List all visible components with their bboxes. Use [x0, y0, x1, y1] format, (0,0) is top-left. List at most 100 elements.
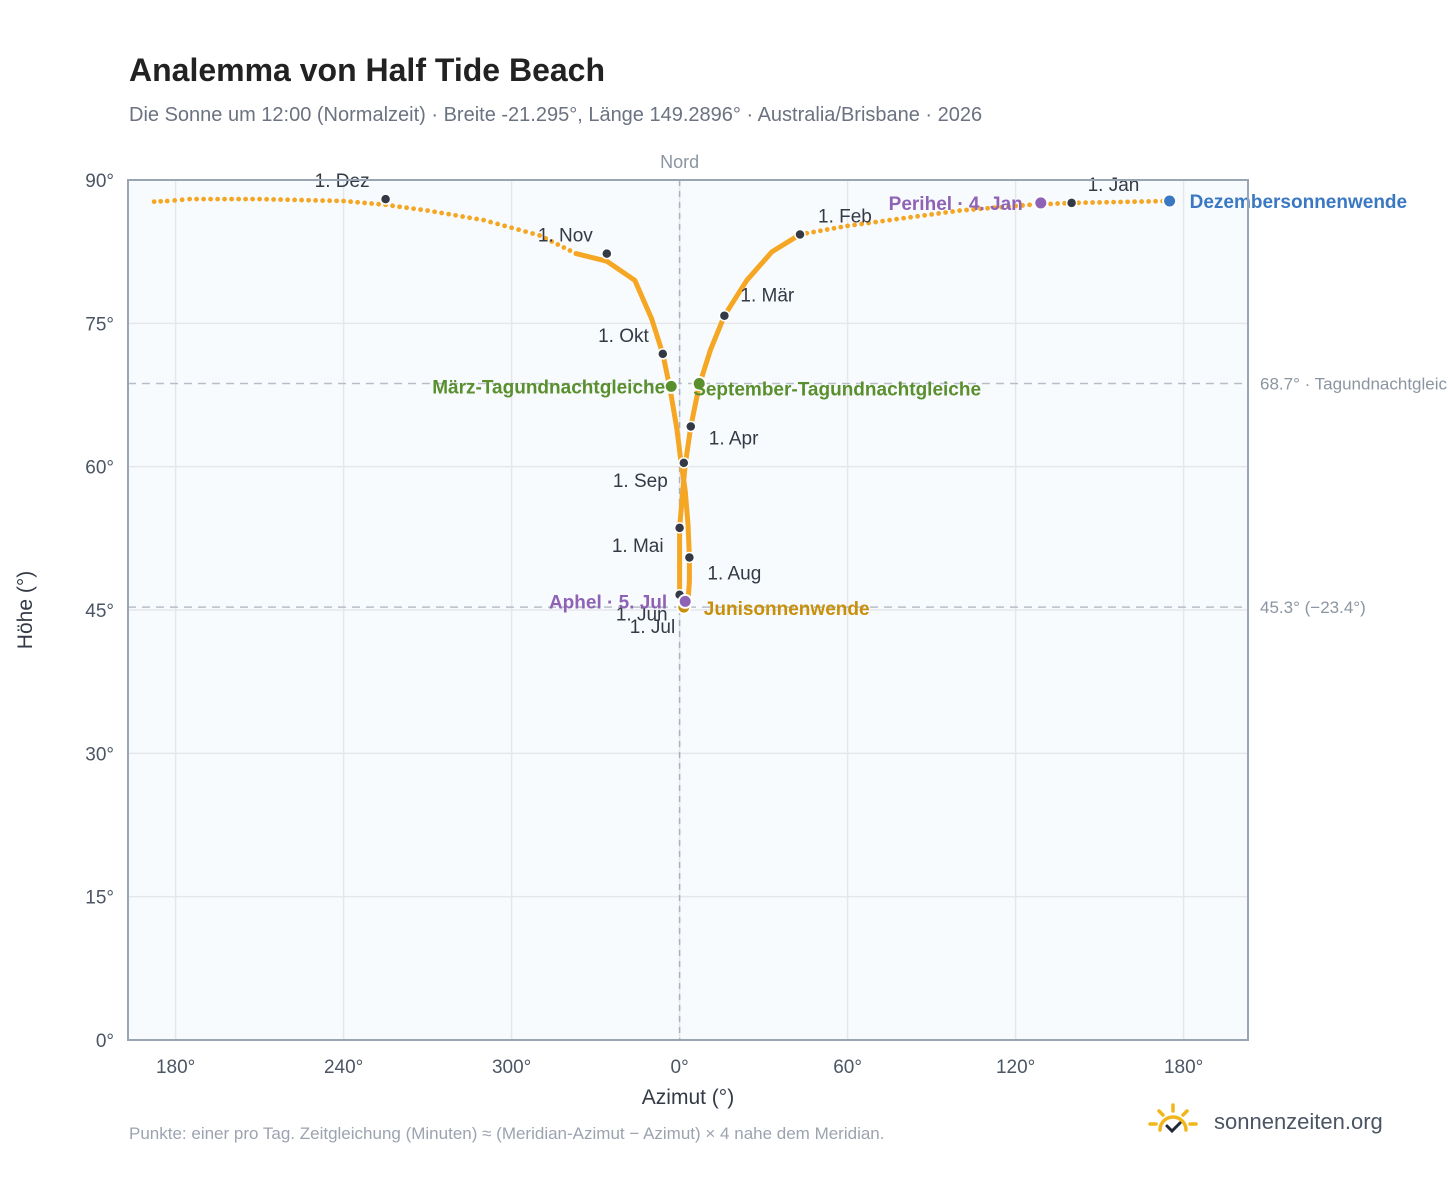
- day-point: [1118, 199, 1123, 205]
- day-point: [355, 199, 360, 205]
- day-point: [1027, 202, 1032, 208]
- day-point: [908, 214, 913, 220]
- day-point: [229, 196, 235, 202]
- day-point: [992, 205, 997, 211]
- day-point: [425, 208, 430, 213]
- event-label: März-Tagundnachtgleiche: [432, 377, 665, 398]
- brand[interactable]: sonnenzeiten.org: [1146, 1102, 1383, 1142]
- day-point: [873, 219, 878, 225]
- month-marker: [601, 247, 613, 260]
- day-point: [172, 197, 178, 203]
- month-marker: [718, 309, 731, 322]
- day-point: [467, 215, 472, 221]
- month-marker: [1065, 197, 1078, 209]
- event-label: Dezembersonnenwende: [1190, 192, 1408, 213]
- x-tick-label: 0°: [671, 1057, 689, 1078]
- day-point: [1006, 204, 1011, 209]
- day-point: [369, 201, 374, 206]
- event-marker: [663, 378, 679, 394]
- day-point: [1013, 203, 1018, 209]
- day-point: [929, 212, 934, 217]
- day-point: [264, 196, 269, 202]
- day-point: [320, 198, 325, 203]
- month-label: 1. Jan: [1088, 175, 1140, 196]
- day-point: [922, 212, 927, 218]
- day-point: [158, 198, 164, 204]
- month-marker: [678, 457, 690, 469]
- day-point: [950, 209, 955, 214]
- day-point: [179, 197, 185, 203]
- day-point: [543, 236, 549, 241]
- month-marker: [794, 228, 806, 241]
- day-point: [411, 206, 416, 212]
- y-tick-label: 45°: [85, 601, 114, 622]
- y-tick-label: 60°: [85, 458, 114, 479]
- day-point: [880, 218, 885, 224]
- y-tick-label: 15°: [85, 888, 114, 909]
- month-marker: [685, 420, 697, 433]
- month-label: 1. Apr: [709, 429, 759, 450]
- day-point: [292, 197, 297, 203]
- event-label: Perihel · 4. Jan: [889, 194, 1023, 215]
- day-point: [432, 209, 437, 215]
- day-point: [943, 210, 948, 215]
- day-point: [208, 196, 214, 202]
- chart-title: Analemma von Half Tide Beach: [129, 52, 605, 88]
- month-label: 1. Jul: [630, 617, 675, 638]
- x-tick-label: 300°: [492, 1057, 531, 1078]
- day-point: [397, 204, 402, 210]
- day-point: [567, 248, 573, 253]
- day-point: [780, 242, 786, 248]
- day-point: [901, 215, 906, 221]
- day-point: [243, 196, 249, 202]
- day-point: [257, 196, 262, 202]
- day-point: [1090, 200, 1095, 205]
- day-point: [786, 238, 792, 244]
- event-marker: [1033, 195, 1049, 211]
- day-point: [985, 205, 990, 211]
- x-tick-label: 180°: [1164, 1057, 1203, 1078]
- month-label: 1. Mär: [740, 286, 795, 307]
- event-label: Aphel · 5. Jul: [549, 592, 667, 613]
- day-point: [894, 216, 899, 222]
- month-label: 1. Jun: [616, 605, 668, 626]
- event-label: September-Tagundnachtgleiche: [693, 380, 981, 401]
- y-tick-label: 75°: [85, 314, 114, 335]
- day-point: [936, 211, 941, 216]
- day-point: [887, 217, 892, 223]
- day-point: [1104, 199, 1109, 205]
- month-marker: [379, 193, 392, 205]
- day-point: [818, 228, 823, 234]
- day-point: [164, 198, 170, 204]
- day-point: [537, 233, 542, 238]
- day-point: [811, 229, 816, 235]
- month-label: 1. Sep: [613, 471, 668, 492]
- day-point: [1097, 199, 1102, 205]
- month-marker: [673, 522, 686, 534]
- day-point: [978, 206, 983, 212]
- day-point: [824, 227, 830, 232]
- event-marker: [1162, 193, 1178, 209]
- day-point: [488, 219, 493, 225]
- day-point: [509, 225, 514, 231]
- x-tick-label: 180°: [156, 1057, 195, 1078]
- y-tick-label: 30°: [85, 744, 114, 765]
- y-tick-label: 0°: [96, 1031, 114, 1052]
- event-label: Junisonnenwende: [704, 599, 870, 620]
- day-point: [151, 199, 157, 205]
- month-label: 1. Feb: [818, 206, 872, 227]
- footnote: Punkte: einer pro Tag. Zeitgleichung (Mi…: [129, 1124, 885, 1143]
- day-point: [236, 196, 242, 202]
- day-point: [418, 207, 423, 213]
- day-point: [187, 196, 193, 202]
- meridian-label: Nord: [660, 152, 699, 172]
- day-point: [831, 225, 837, 231]
- day-point: [481, 217, 486, 223]
- day-point: [1139, 199, 1144, 204]
- day-point: [285, 197, 290, 203]
- day-point: [957, 208, 962, 213]
- month-marker: [657, 348, 669, 360]
- month-label: 1. Mai: [612, 536, 664, 557]
